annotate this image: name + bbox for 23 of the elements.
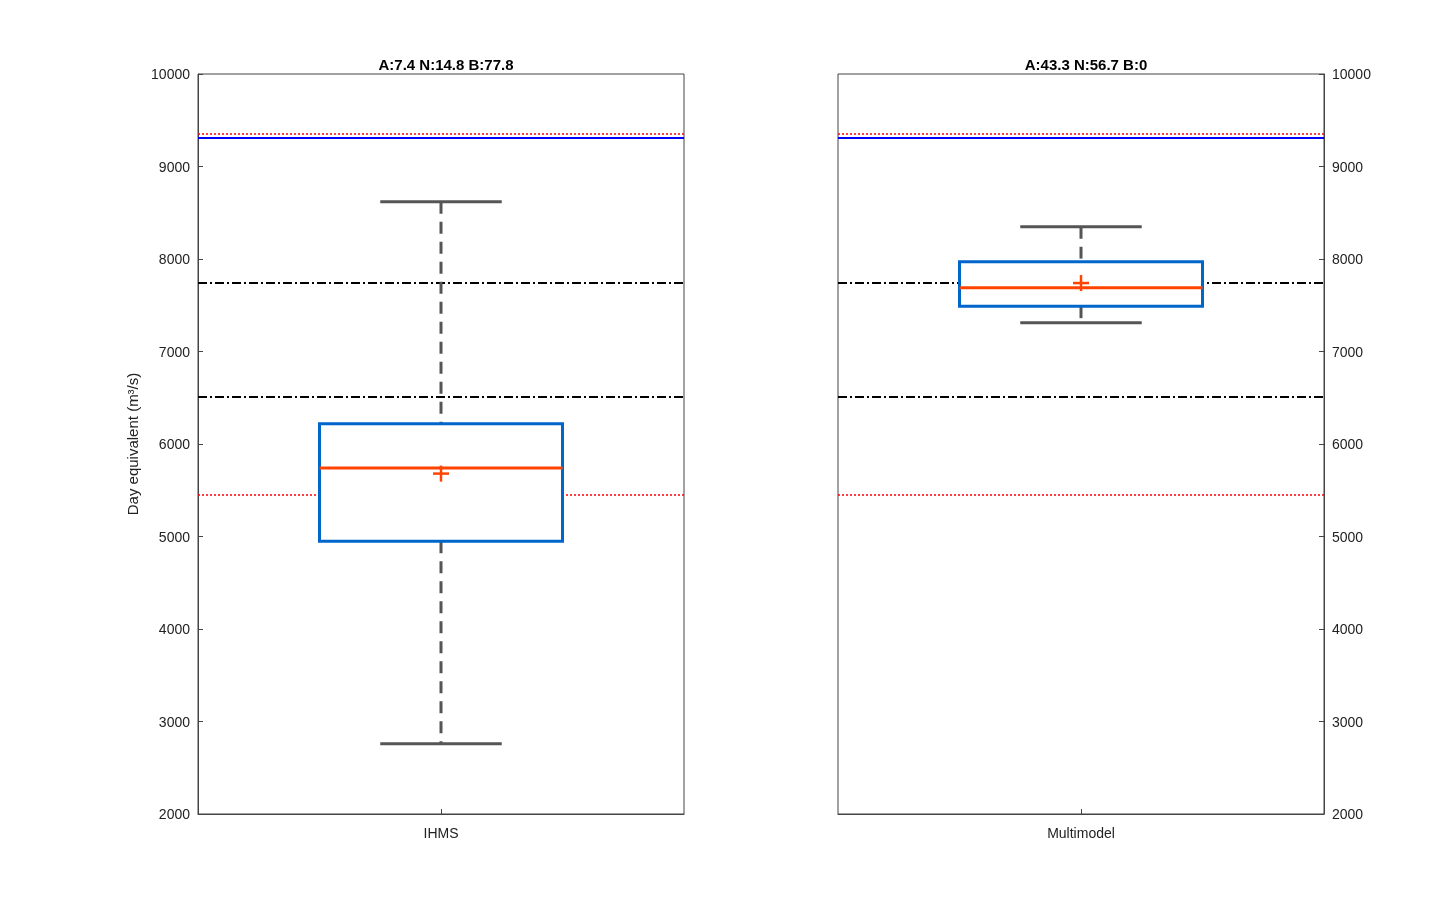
y-axis-title: Day equivalent (m³/s) [124, 372, 141, 516]
y-tick-label: 7000 [1332, 343, 1364, 360]
chart-title: A:43.3 N:56.7 B:0 [1024, 56, 1148, 73]
y-tick-label: 10000 [1332, 66, 1372, 82]
y-tick-label: 3000 [158, 713, 191, 730]
y-tick-label: 5000 [158, 528, 191, 545]
x-tick-label: IHMS [423, 825, 459, 841]
y-tick-label: 3000 [1332, 713, 1364, 730]
y-tick-label: 10000 [151, 66, 191, 82]
y-tick-label: 6000 [158, 436, 191, 452]
y-tick-label: 8000 [1332, 251, 1364, 267]
y-tick-label: 5000 [1332, 528, 1364, 545]
y-tick-label: 9000 [1332, 158, 1364, 175]
y-tick-label: 6000 [1332, 436, 1364, 452]
y-tick-label: 8000 [158, 251, 191, 267]
y-tick-label: 2000 [158, 806, 191, 822]
chart-title: A:7.4 N:14.8 B:77.8 [378, 56, 514, 73]
x-tick-label: Multimodel [1047, 825, 1115, 841]
y-tick-label: 9000 [158, 158, 191, 175]
y-tick-label: 4000 [1332, 621, 1364, 637]
y-tick-label: 2000 [1332, 806, 1364, 822]
y-tick-label: 4000 [158, 621, 191, 637]
y-tick-label: 7000 [158, 343, 191, 360]
